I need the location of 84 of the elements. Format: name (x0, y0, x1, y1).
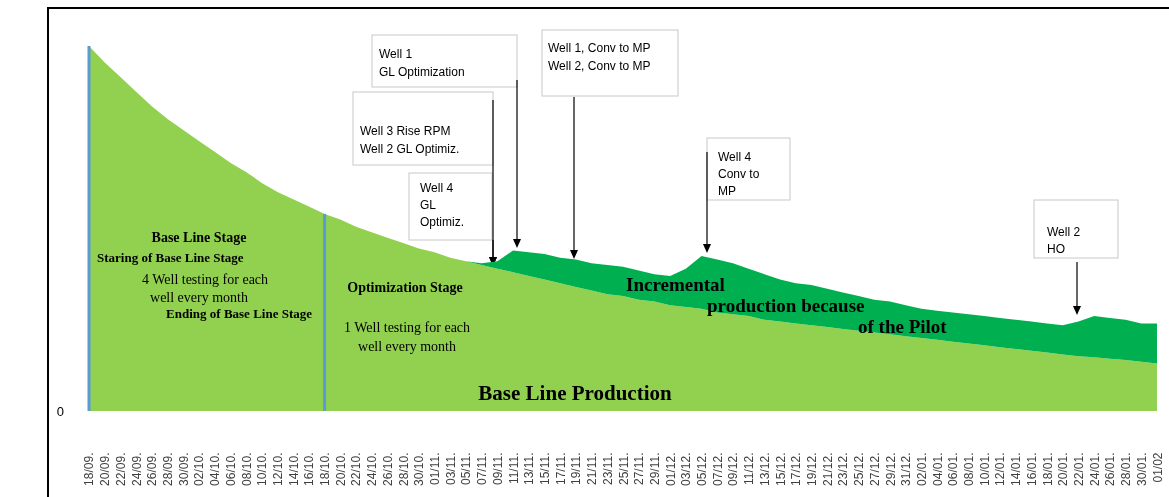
x-tick-label: 03/12. (679, 452, 694, 486)
x-tick-label: 20/09. (98, 452, 113, 486)
x-tick-label: 20/01. (1056, 452, 1071, 486)
x-tick-label: 18/01. (1040, 452, 1055, 486)
annotation: Base Line Stage (151, 230, 247, 245)
x-tick-label: 19/12. (804, 452, 819, 486)
x-tick-label: 05/11. (459, 452, 474, 485)
x-tick-label: 09/12. (726, 452, 741, 486)
x-tick-label: 05/12. (695, 452, 710, 486)
x-tick-label: 29/11. (647, 452, 662, 485)
x-tick-label: 22/10. (349, 452, 364, 486)
annotation: 1 Well testing for each well every month (343, 320, 471, 354)
annotation: Well 3 Rise RPM Well 2 GL Optimiz. (360, 124, 460, 156)
x-tick-label: 31/12. (899, 452, 914, 486)
x-tick-label: 04/01. (930, 452, 945, 486)
x-tick-label: 24/01. (1087, 452, 1102, 486)
x-tick-label: 10/01. (977, 452, 992, 486)
x-tick-label: 01/11. (428, 452, 443, 485)
x-tick-label: 15/12. (773, 452, 788, 486)
x-tick-label: 30/10. (412, 452, 427, 486)
legend-label: Incremental production because of the Pilot (626, 274, 948, 337)
x-tick-label: 28/09. (161, 452, 176, 486)
x-tick-label: 21/12. (820, 452, 835, 486)
x-tick-label: 20/10. (333, 452, 348, 486)
x-tick-label: 23/11. (600, 452, 615, 485)
x-tick-label: 27/11. (632, 452, 647, 485)
x-tick-label: 16/10. (302, 452, 317, 486)
x-tick-label: 06/01. (946, 452, 961, 486)
x-tick-label: 12/01. (993, 452, 1008, 486)
x-tick-label: 03/11. (443, 452, 458, 485)
x-tick-label: 28/10. (396, 452, 411, 486)
x-tick-label: 17/12. (789, 452, 804, 486)
x-tick-label: 11/12. (742, 452, 757, 485)
x-tick-label: 02/01. (914, 452, 929, 486)
x-tick-label: 22/01. (1071, 452, 1086, 486)
x-tick-label: 15/11. (537, 452, 552, 485)
annotation: Well 1, Conv to MP Well 2, Conv to MP (548, 41, 651, 73)
x-tick-label: 24/10. (365, 452, 380, 486)
x-tick-label: 06/10. (223, 452, 238, 486)
x-tick-label: 11/11. (506, 452, 521, 485)
x-tick-label: 08/01. (962, 452, 977, 486)
series-label: Base Line Production (478, 381, 672, 405)
x-tick-label: 26/10. (380, 452, 395, 486)
x-tick-label: 16/01. (1024, 452, 1039, 486)
x-tick-label: 22/09. (113, 452, 128, 486)
x-tick-label: 13/11. (522, 452, 537, 485)
x-tick-label: 04/10. (208, 452, 223, 486)
annotation: Optimization Stage (347, 280, 463, 295)
x-tick-label: 14/01. (1009, 452, 1024, 486)
x-tick-label: 17/11. (553, 452, 568, 485)
text: 0 (56, 404, 64, 419)
x-tick-label: 09/11. (490, 452, 505, 485)
x-tick-label: 18/09. (82, 452, 97, 486)
x-tick-label: 01/02 (1150, 452, 1165, 483)
x-tick-label: 07/11. (475, 452, 490, 485)
x-tick-label: 12/10. (270, 452, 285, 486)
x-tick-label: 07/12. (710, 452, 725, 486)
x-tick-label: 28/01. (1119, 452, 1134, 486)
x-tick-label: 26/09. (145, 452, 160, 486)
x-tick-label: 02/10. (192, 452, 207, 486)
x-tick-label: 24/09. (129, 452, 144, 486)
x-tick-label: 10/10. (255, 452, 270, 486)
x-tick-label: 19/11. (569, 452, 584, 485)
x-tick-label: 14/10. (286, 452, 301, 486)
x-tick-label: 25/12. (852, 452, 867, 486)
x-tick-label: 30/09. (176, 452, 191, 486)
annotation: Well 4 GL Optimiz. (420, 181, 465, 229)
x-tick-label: 25/11. (616, 452, 631, 485)
x-tick-label: 26/01. (1103, 452, 1118, 486)
x-tick-label: 01/12. (663, 452, 678, 486)
x-tick-label: 29/12. (883, 452, 898, 486)
annotation: Well 1 GL Optimization (379, 47, 465, 79)
ref-line-label: Staring of Base Line Stage (97, 250, 244, 265)
annotation: 4 Well testing for each well every month (141, 272, 269, 305)
annotation: Well 2 HO (1047, 225, 1081, 256)
x-tick-label: 13/12. (757, 452, 772, 486)
annotation: Well 4 Conv to MP (718, 150, 760, 198)
x-tick-label: 21/11. (585, 452, 600, 485)
x-tick-label: 18/10. (318, 452, 333, 486)
ref-line-label: Ending of Base Line Stage (166, 306, 313, 321)
x-tick-label: 27/12. (867, 452, 882, 486)
x-tick-label: 08/10. (239, 452, 254, 486)
x-tick-label: 23/12. (836, 452, 851, 486)
x-tick-label: 30/01. (1134, 452, 1149, 486)
